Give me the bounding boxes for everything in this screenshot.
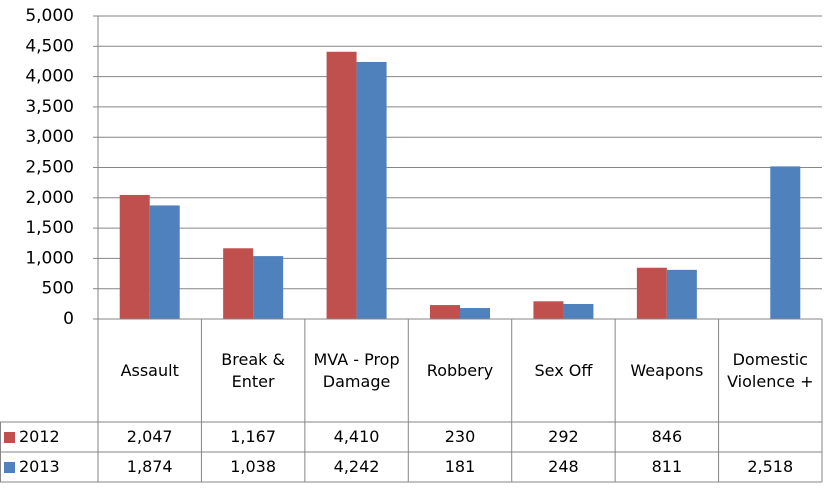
table-value: 292	[548, 427, 579, 446]
y-tick-label: 1,500	[25, 218, 74, 238]
bar	[326, 51, 357, 320]
y-tick-label: 0	[63, 309, 74, 329]
table-value: 230	[444, 427, 476, 446]
y-tick-label: 3,000	[25, 127, 74, 147]
legend-label: 2013	[19, 457, 60, 476]
bar	[460, 308, 490, 319]
bar	[223, 248, 254, 319]
legend-label: 2012	[19, 427, 60, 446]
x-category-label: Weapons	[630, 360, 704, 380]
y-tick-label: 2,500	[25, 158, 74, 178]
x-category-label: Robbery	[426, 360, 494, 380]
table-value: 1,038	[230, 457, 277, 476]
legend-entry: 2012	[0, 422, 98, 452]
bar	[356, 61, 387, 319]
x-category-label: Break & Enter	[221, 349, 285, 391]
y-tick-label: 2,000	[25, 188, 74, 208]
bar	[119, 194, 150, 319]
y-tick-label: 4,500	[25, 36, 74, 56]
y-tick-label: 500	[42, 279, 74, 299]
table-value: 1,874	[126, 457, 173, 476]
legend-swatch	[4, 431, 15, 443]
table-value: 4,242	[333, 457, 380, 476]
x-category-label: Sex Off	[534, 360, 593, 380]
bar	[149, 205, 180, 319]
table-value: 248	[548, 457, 579, 476]
y-tick-label: 3,500	[25, 97, 74, 117]
table-value: 811	[651, 457, 683, 476]
bar	[533, 301, 564, 319]
x-category-label: Assault	[120, 360, 179, 380]
bar	[636, 267, 667, 319]
table-value: 4,410	[333, 427, 380, 446]
y-tick-label: 4,000	[25, 67, 74, 87]
bar	[253, 256, 284, 319]
legend-swatch	[4, 461, 15, 473]
legend-entry: 2013	[0, 452, 98, 482]
table-value: 2,047	[126, 427, 173, 446]
x-category-label: MVA - Prop Damage	[313, 349, 400, 391]
x-category-label: Domestic Violence +	[727, 349, 814, 391]
y-tick-label: 1,000	[25, 248, 74, 268]
table-value: 846	[651, 427, 683, 446]
bar	[666, 269, 697, 319]
y-tick-label: 5,000	[25, 6, 74, 26]
bar	[770, 166, 801, 319]
table-value: 181	[444, 457, 476, 476]
bar	[563, 303, 594, 319]
table-value: 1,167	[230, 427, 277, 446]
table-value: 2,518	[747, 457, 794, 476]
bar	[430, 305, 460, 319]
